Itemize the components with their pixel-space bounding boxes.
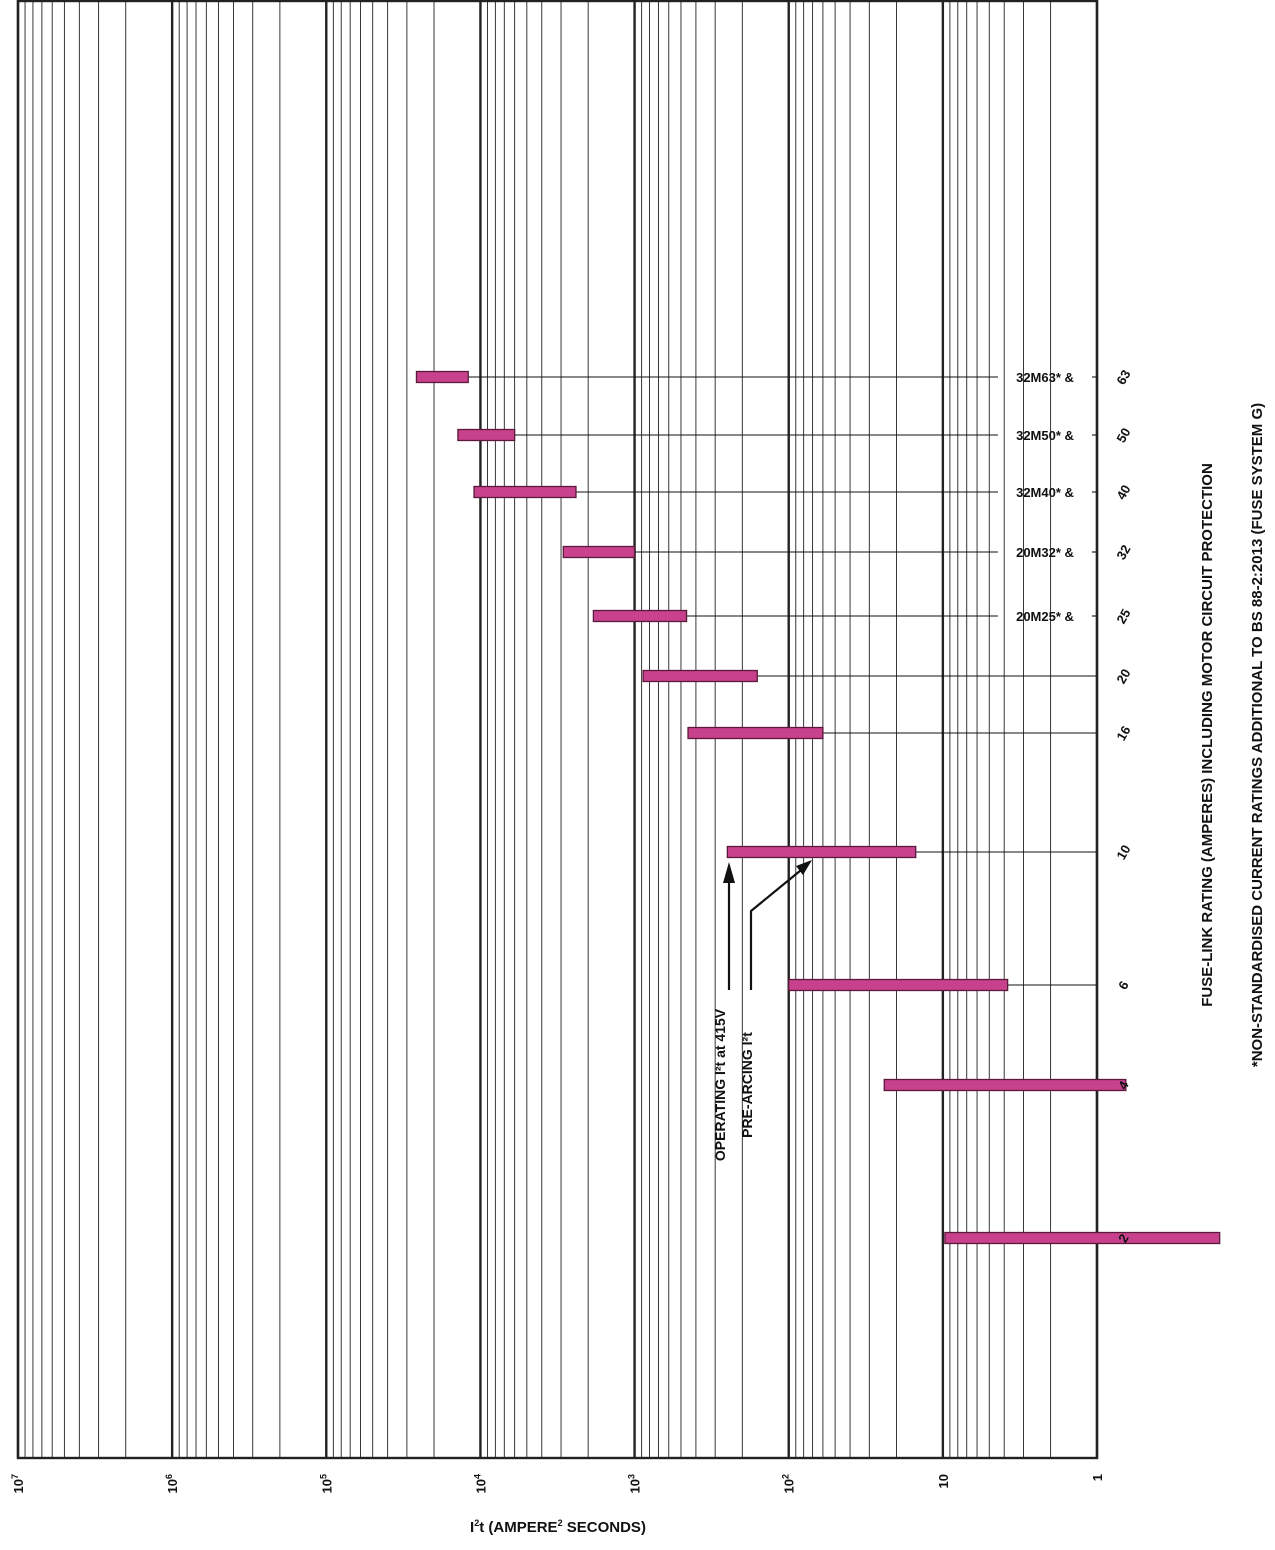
i2t-bar xyxy=(726,845,917,859)
annotation-prearcing-arrowhead xyxy=(796,860,812,875)
annotation-operating-label: OPERATING I²t at 415V xyxy=(712,1008,728,1161)
rating-category-label: 25 xyxy=(1113,606,1133,626)
i2t-bar xyxy=(562,545,636,559)
i2t-bar xyxy=(457,428,516,442)
rating-category-label: 63 xyxy=(1113,367,1133,387)
rating-category-label: 10 xyxy=(1113,842,1133,862)
motor-rating-label: 20M32* & xyxy=(1016,545,1074,560)
rating-category-label: 32 xyxy=(1113,542,1133,562)
plot-frame xyxy=(16,0,1099,1460)
motor-rating-label: 32M50* & xyxy=(1016,428,1074,443)
annotation-operating-arrowhead xyxy=(723,862,735,883)
rating-category-label: 50 xyxy=(1113,425,1133,445)
rating-category-label: 16 xyxy=(1113,723,1133,743)
x-axis-label: I2t (AMPERE2 SECONDS) xyxy=(470,1518,646,1536)
annotation-prearcing: PRE-ARCING I²t xyxy=(739,1032,755,1138)
footnote-non-standardised: *NON-STANDARDISED CURRENT RATINGS ADDITI… xyxy=(1249,403,1266,1067)
x-tick-label: 10 xyxy=(936,1474,951,1488)
y-axis-label: FUSE-LINK RATING (AMPERES) INCLUDING MOT… xyxy=(1199,463,1216,1007)
motor-rating-label: 20M25* & xyxy=(1016,609,1074,624)
x-tick-label: 105 xyxy=(318,1474,334,1493)
x-tick-label: 104 xyxy=(472,1474,488,1493)
rating-bars: 32M63* & 32M50* & 32M40* & 20M32* & 20M25* & xyxy=(415,370,1221,1245)
i2t-bar xyxy=(592,609,688,623)
i2t-bar xyxy=(473,485,577,499)
i2t-bar xyxy=(642,669,758,683)
x-tick-label: 1 xyxy=(1090,1474,1105,1481)
i2t-bar xyxy=(944,1231,1221,1245)
x-tick-label: 106 xyxy=(164,1474,180,1493)
i2t-bar xyxy=(788,978,1009,992)
rating-category-label: 6 xyxy=(1115,978,1132,992)
log-grid xyxy=(16,0,1099,1460)
rating-category-label: 40 xyxy=(1113,482,1133,502)
motor-rating-label: 32M63* & xyxy=(1016,370,1074,385)
annotation-prearcing-leader xyxy=(749,865,807,990)
i2t-bar xyxy=(883,1078,1127,1092)
x-tick-label: 103 xyxy=(627,1474,643,1493)
i2t-bar xyxy=(415,370,469,384)
annotation-operating: OPERATING I²t at 415V xyxy=(712,1008,728,1161)
rating-category-label: 20 xyxy=(1113,666,1133,686)
annotation-prearcing-label: PRE-ARCING I²t xyxy=(739,1032,755,1138)
motor-rating-label: 32M40* & xyxy=(1016,485,1074,500)
x-tick-label: 102 xyxy=(781,1474,797,1493)
x-tick-label: 107 xyxy=(10,1474,26,1493)
i2t-bar xyxy=(687,726,824,740)
